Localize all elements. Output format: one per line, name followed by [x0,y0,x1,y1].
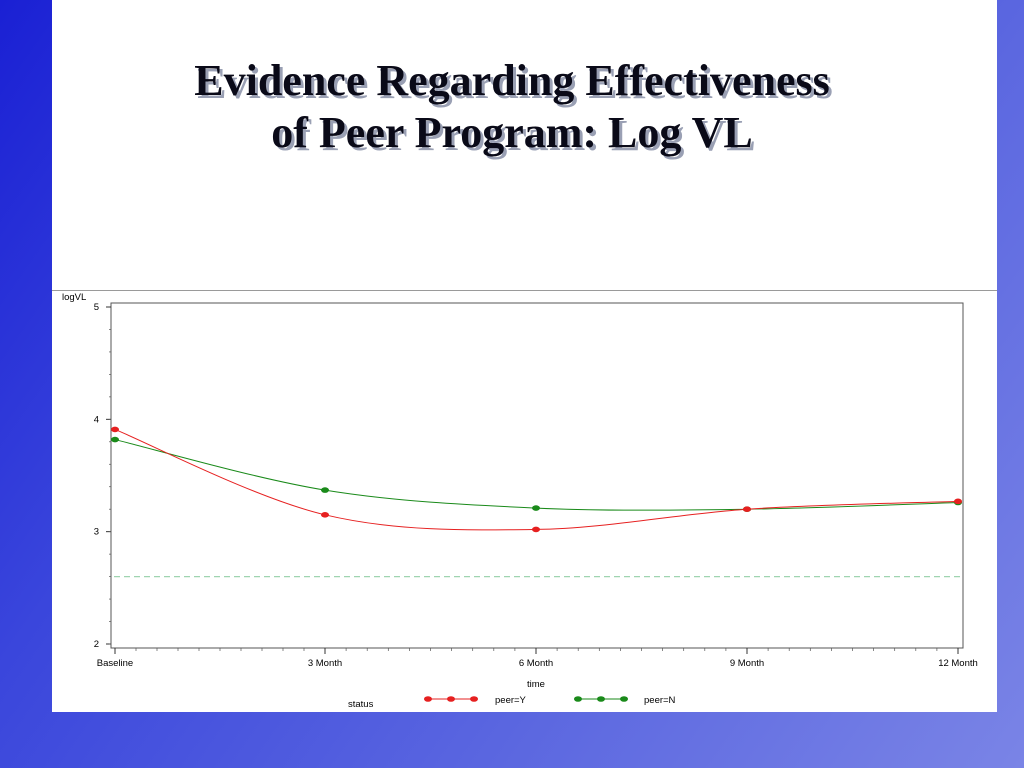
chart-frame: logVL time status 2 3 4 5 Baseline 3 Month 6 M… [52,290,997,712]
legend-label-peer=N: peer=N [644,695,676,706]
series-line-peer=Y [114,428,959,531]
x-tick-label: Baseline [97,658,133,669]
legend-marker [574,696,582,702]
x-tick-label: 3 Month [308,658,342,669]
legend-marker [447,696,455,702]
slide-title-line-1: Evidence Regarding Effectiveness [194,56,830,105]
x-axis-label: time [527,679,545,690]
legend-marker [597,696,605,702]
y-axis-label: logVL [62,292,86,303]
slide-title: Evidence Regarding Effectiveness of Peer… [52,55,972,159]
data-point [532,505,540,511]
x-tick-label: 12 Month [938,658,978,669]
data-point [321,512,329,518]
slide-title-line-2: of Peer Program: Log VL [271,108,753,157]
y-tick-label: 2 [94,639,99,650]
plot-area [110,302,964,649]
axis-ticks: 2 3 4 5 Baseline 3 Month 6 Month 9 Month 12 Mont… [94,302,978,669]
chart-legend: peer=Y peer=N [424,695,676,706]
x-tick-label: 9 Month [730,658,764,669]
data-point [111,426,119,433]
data-point [532,526,540,533]
data-point [321,487,329,493]
legend-title: status [348,699,374,710]
series-lines [111,426,962,533]
legend-marker [424,696,432,702]
x-tick-label: 6 Month [519,658,553,669]
legend-marker [470,696,478,702]
y-tick-label: 5 [94,302,99,313]
legend-label-peer=Y: peer=Y [495,695,527,706]
series-line-peer=N [114,439,959,511]
data-point [111,436,119,443]
legend-marker [620,696,628,702]
data-point [954,498,962,505]
y-tick-label: 4 [94,414,99,425]
slide-panel [52,0,997,712]
y-tick-label: 3 [94,527,99,538]
log-vl-line-chart: logVL time status 2 3 4 5 Baseline 3 Month 6 M… [62,292,978,710]
data-point [743,506,751,512]
